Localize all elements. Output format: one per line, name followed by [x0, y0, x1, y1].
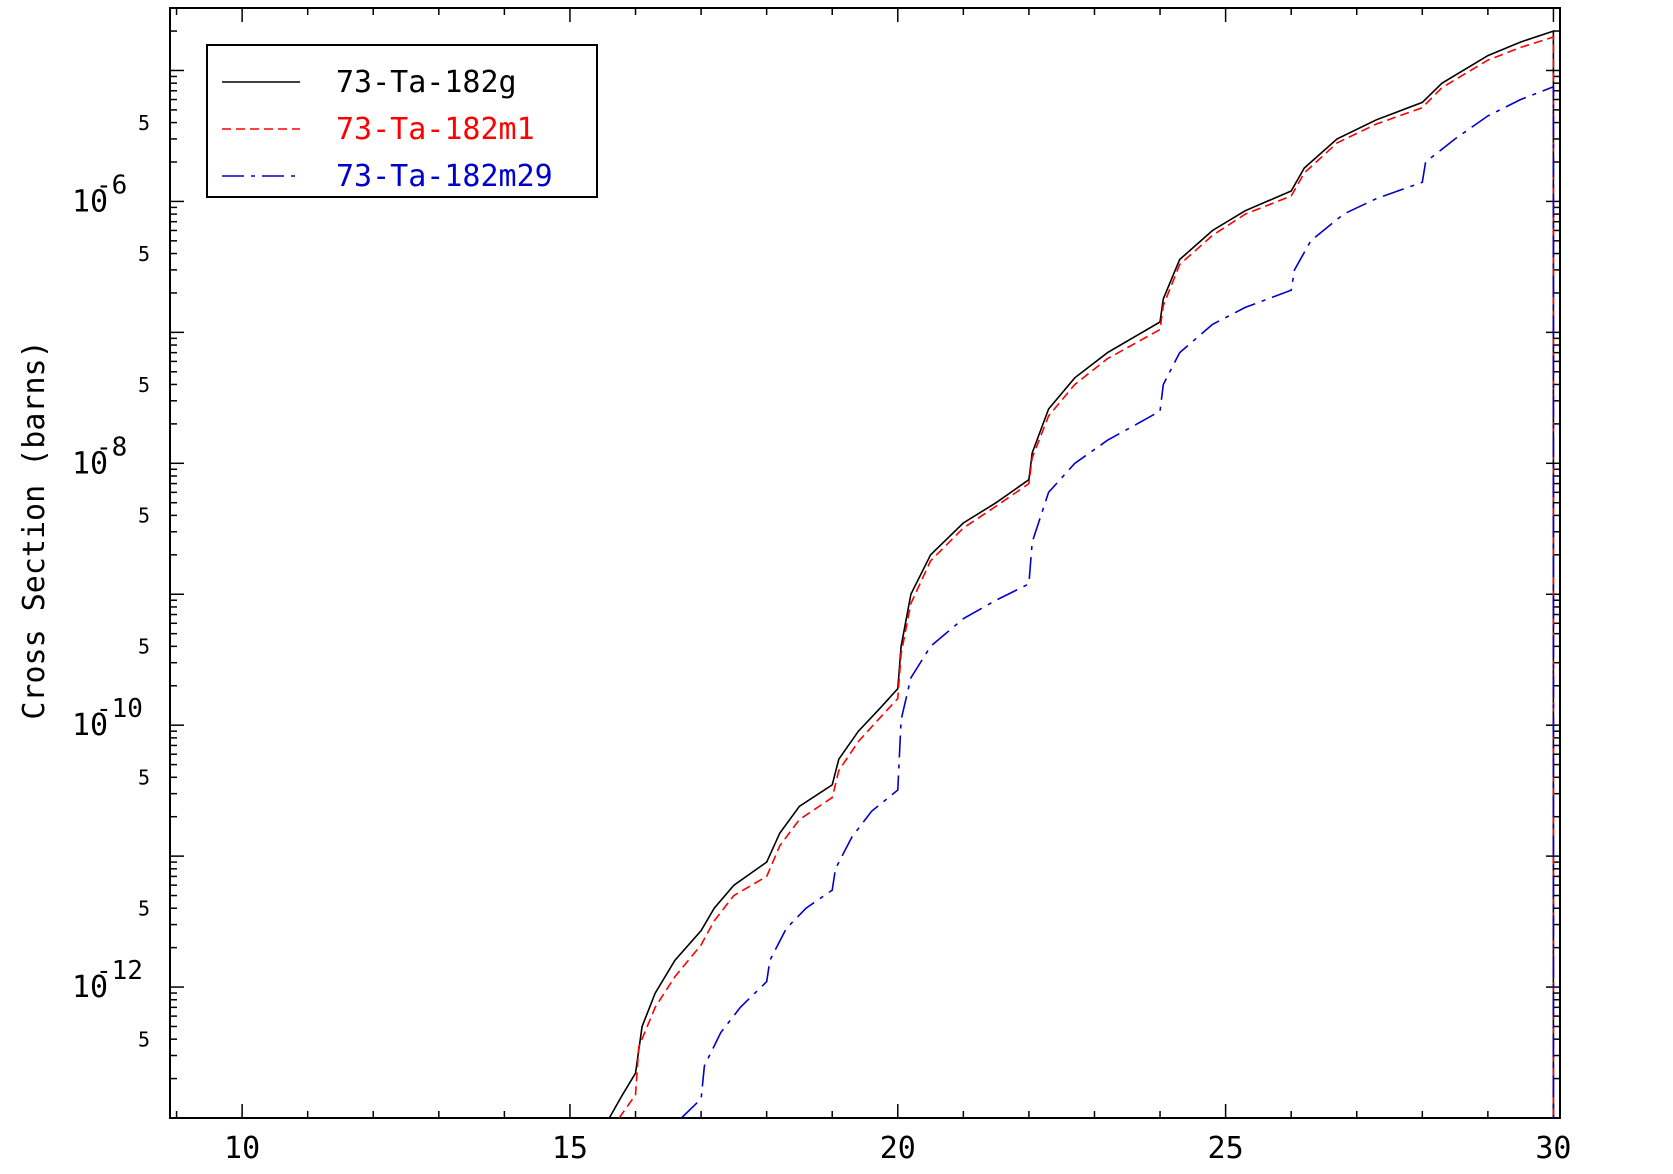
- y-major-tick-exponent: -12: [96, 956, 143, 986]
- series-layer: [608, 29, 1555, 1118]
- y-minor-tick-label: 5: [138, 111, 150, 135]
- x-tick-label: 30: [1535, 1131, 1571, 1166]
- x-tick-label: 25: [1208, 1131, 1244, 1166]
- x-tick-label: 20: [880, 1131, 916, 1166]
- legend-box: [206, 44, 598, 198]
- y-minor-tick-label: 5: [138, 897, 150, 921]
- y-minor-tick-label: 5: [138, 504, 150, 528]
- y-minor-tick-label: 5: [138, 1027, 150, 1051]
- x-tick-label: 15: [552, 1131, 588, 1166]
- y-major-tick-mantissa: 10: [72, 446, 108, 481]
- legend-entry-label: 73-Ta-182g: [336, 65, 517, 100]
- y-major-tick-mantissa: 10: [72, 184, 108, 219]
- y-minor-tick-label: 5: [138, 766, 150, 790]
- plot-frame: [169, 7, 1561, 1119]
- series-line-73-ta-182m29: [680, 85, 1555, 1118]
- legend-entry-label: 73-Ta-182m1: [336, 112, 535, 147]
- y-major-tick-exponent: -8: [96, 432, 127, 462]
- y-minor-tick-label: 5: [138, 373, 150, 397]
- series-line-73-ta-182g: [608, 29, 1555, 1118]
- y-axis-title: Cross Section (barns): [17, 340, 52, 719]
- legend-entry-label: 73-Ta-182m29: [336, 159, 553, 194]
- y-major-tick-mantissa: 10: [72, 970, 108, 1005]
- y-major-tick-exponent: -6: [96, 170, 127, 200]
- x-axis-ticks: 10 15 20 25 30: [175, 8, 1572, 1166]
- y-major-tick-mantissa: 10: [72, 708, 108, 743]
- legend: 73-Ta-182g 73-Ta-182m1 73-Ta-182m29: [206, 44, 598, 198]
- y-minor-tick-label: 5: [138, 242, 150, 266]
- x-tick-label: 10: [224, 1131, 260, 1166]
- series-line-73-ta-182m1: [618, 35, 1555, 1118]
- y-major-tick-exponent: -10: [96, 694, 143, 724]
- y-minor-tick-label: 5: [138, 635, 150, 659]
